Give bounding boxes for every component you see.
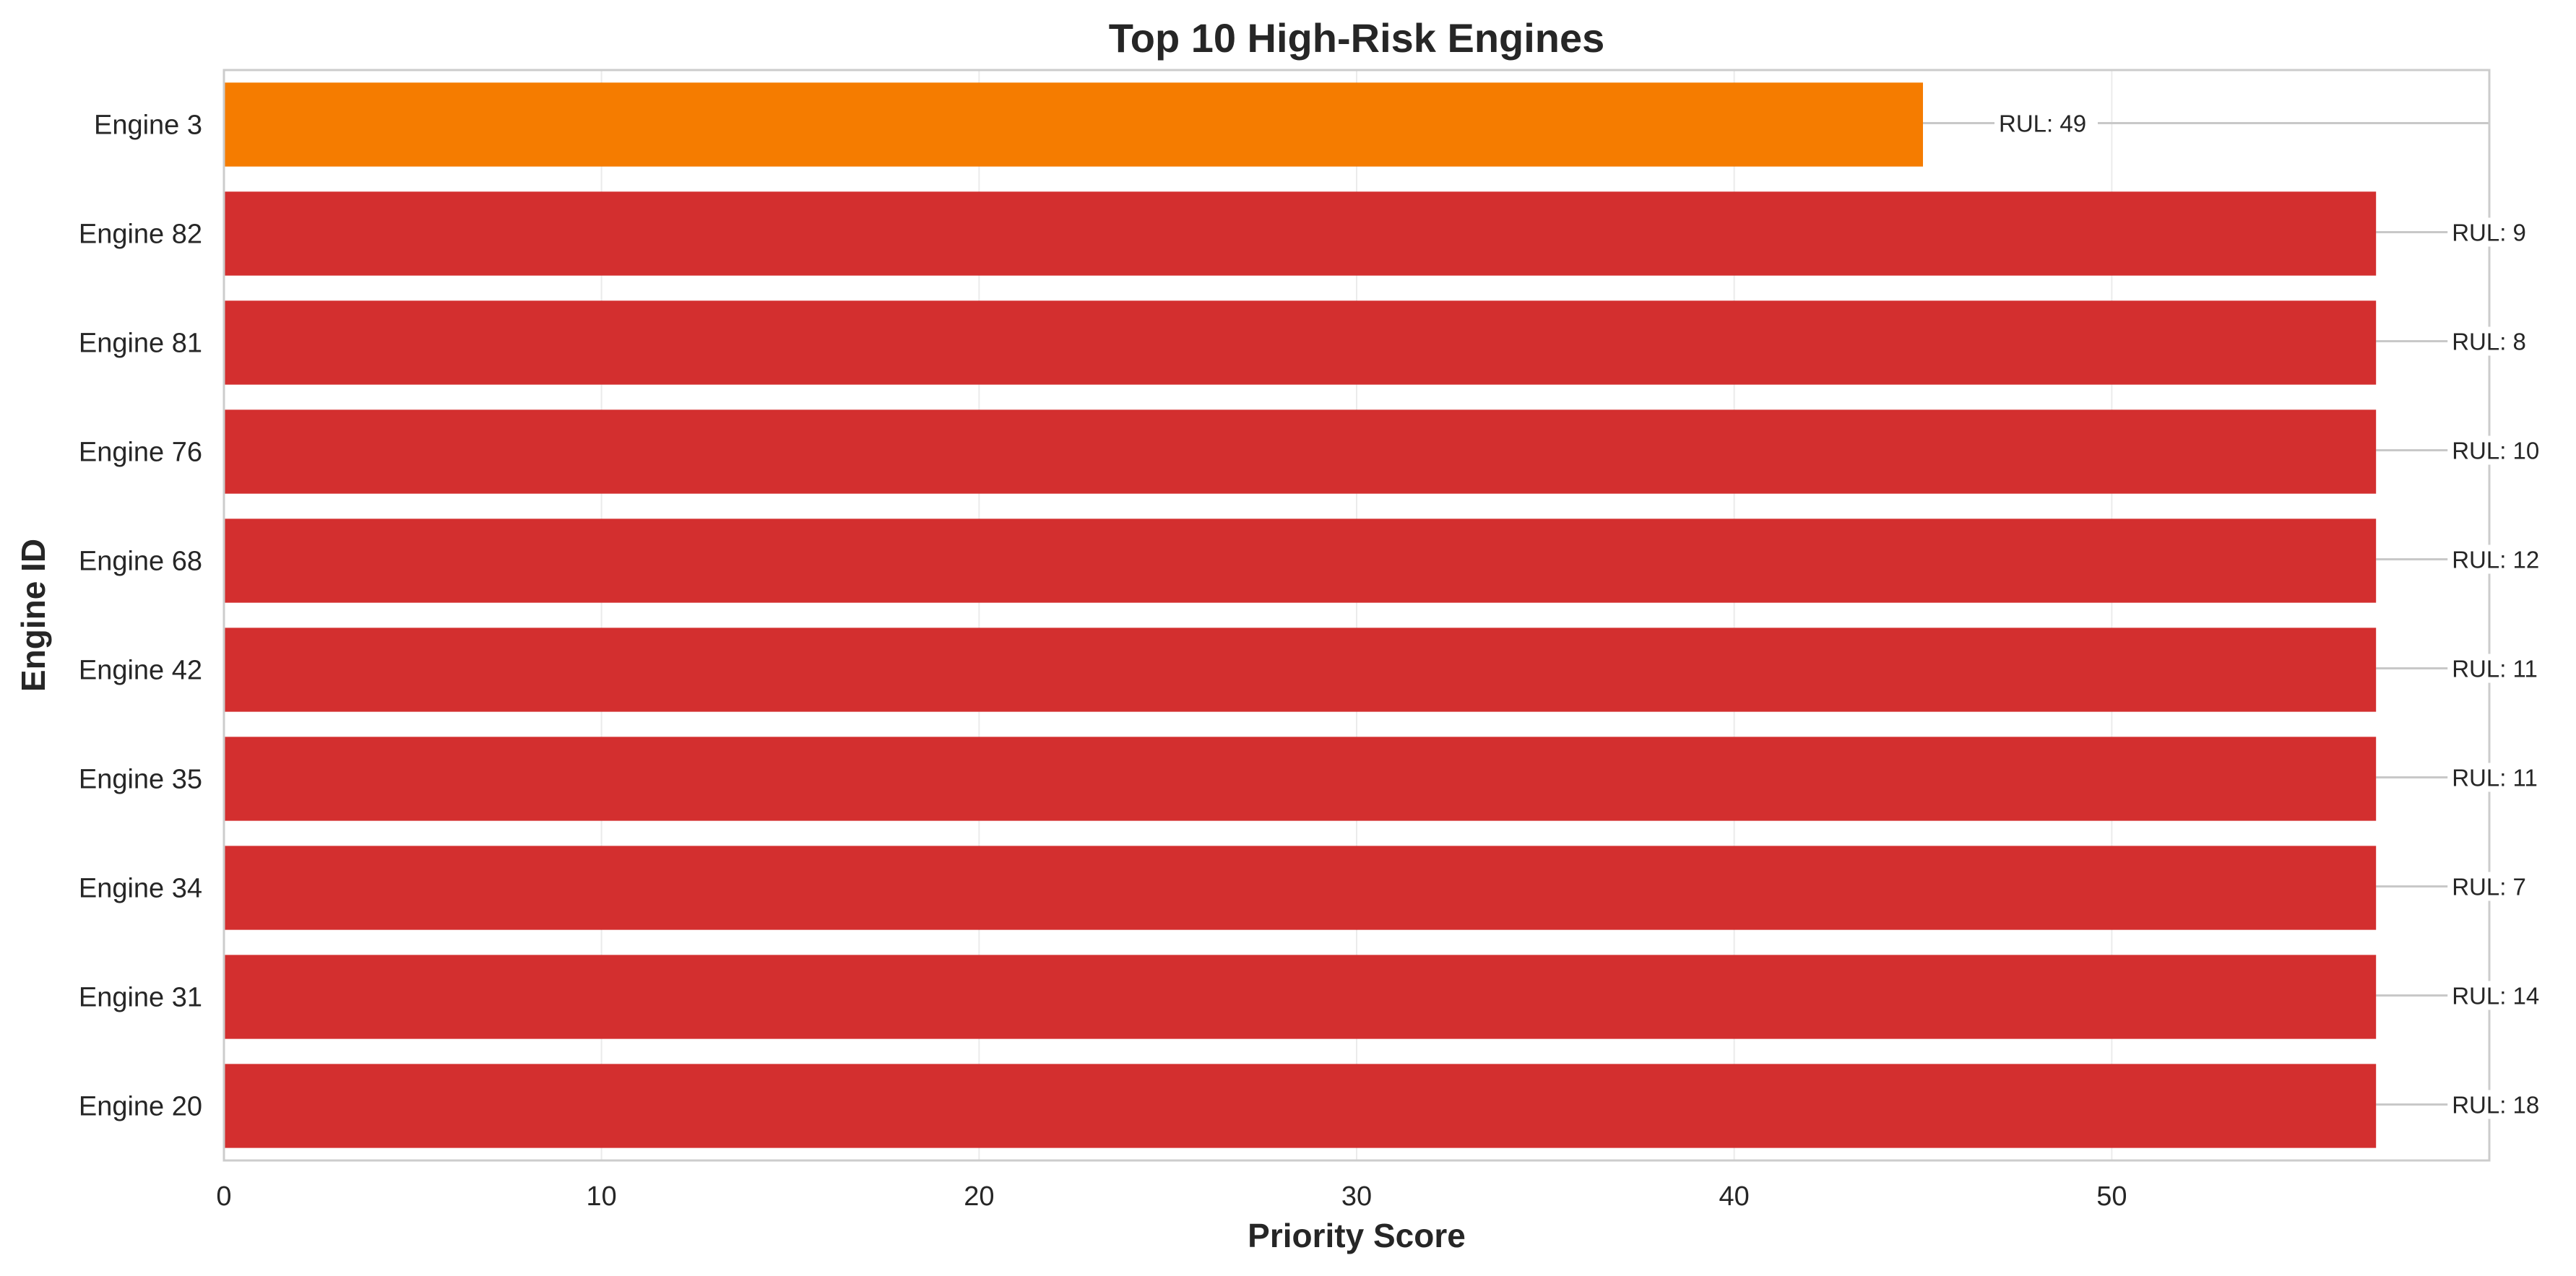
chart-title: Top 10 High-Risk Engines: [1109, 15, 1605, 61]
bar: [224, 1064, 2377, 1148]
x-tick-label: 50: [2096, 1181, 2127, 1212]
annotation-background: [2447, 1090, 2551, 1119]
bar-annotation: RUL: 14: [2452, 983, 2539, 1010]
y-tick-label: Engine 76: [79, 438, 202, 468]
annotation-background: [2447, 544, 2551, 574]
annotation-background: [2447, 435, 2551, 465]
bar: [224, 518, 2377, 603]
bar-annotation: RUL: 11: [2452, 765, 2538, 791]
bar: [224, 300, 2377, 385]
y-tick-label: Engine 34: [79, 874, 202, 904]
bar-annotation: RUL: 8: [2452, 329, 2526, 355]
y-axis-ticks: Engine 3 Engine 82 Engine 81 Engine 76 Engin…: [79, 110, 202, 1122]
bar: [224, 737, 2377, 821]
y-tick-label: Engine 81: [79, 329, 202, 359]
bar-annotation: RUL: 10: [2452, 438, 2539, 464]
annotation-background: [2447, 981, 2551, 1010]
bar: [224, 409, 2377, 494]
x-tick-label: 20: [964, 1181, 994, 1212]
y-tick-label: Engine 20: [79, 1092, 202, 1122]
y-tick-label: Engine 42: [79, 656, 202, 686]
plot-frame: [222, 69, 2491, 1162]
y-tick-label: Engine 35: [79, 765, 202, 795]
bar: [224, 955, 2377, 1039]
bar-annotation: RUL: 11: [2452, 656, 2538, 682]
y-tick-label: Engine 3: [94, 110, 202, 141]
bar: [224, 846, 2377, 930]
bar-annotations: RUL: 49 RUL: 9 RUL: 8 RUL: 10 RUL: 12 RUL: 11…: [1994, 108, 2551, 1119]
x-tick-label: 40: [1719, 1181, 1750, 1212]
annotation-background: [1994, 108, 2098, 138]
bar-annotation: RUL: 7: [2452, 874, 2526, 900]
y-tick-label: Engine 82: [79, 220, 202, 250]
x-tick-label: 30: [1341, 1181, 1372, 1212]
annotation-background: [2447, 217, 2538, 247]
bar: [224, 191, 2377, 276]
y-axis-label: Engine ID: [14, 539, 52, 692]
y-tick-label: Engine 68: [79, 547, 202, 577]
x-tick-label: 0: [216, 1181, 231, 1212]
annotation-background: [2447, 763, 2551, 792]
bar-annotation: RUL: 9: [2452, 220, 2526, 246]
x-axis-ticks: 0 10 20 30 40 50: [216, 1181, 2127, 1212]
bar-annotation: RUL: 12: [2452, 547, 2539, 573]
bars: [224, 82, 2377, 1148]
bar-annotation: RUL: 49: [1999, 110, 2086, 137]
y-tick-label: Engine 31: [79, 983, 202, 1013]
bar: [224, 628, 2377, 712]
annotation-background: [2447, 326, 2538, 356]
annotation-background: [2447, 654, 2551, 683]
annotation-background: [2447, 872, 2538, 901]
bar: [224, 82, 1923, 167]
x-axis-label: Priority Score: [1248, 1217, 1466, 1254]
x-tick-label: 10: [587, 1181, 617, 1212]
bar-annotation: RUL: 18: [2452, 1092, 2539, 1119]
